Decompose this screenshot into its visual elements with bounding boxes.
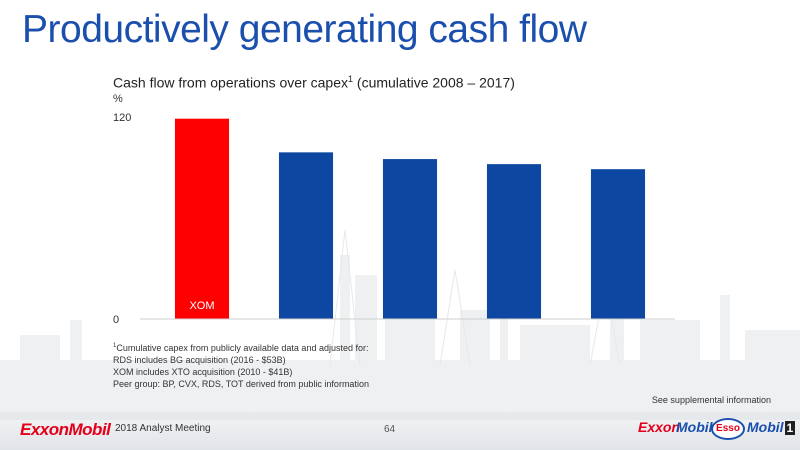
chart-title-text: Cash flow from operations over capex [113,74,348,91]
y-axis-unit: % [113,93,123,105]
footnote-line-4: Peer group: BP, CVX, RDS, TOT derived fr… [113,379,369,389]
exxon-brand-logo: Exxon [638,419,681,435]
chart-title-footnote-mark: 1 [348,74,354,84]
footnote-line-1: 1Cumulative capex from publicly availabl… [113,340,369,354]
y-tick-label-120: 120 [113,112,131,124]
bar-4 [486,164,542,319]
footnote-line-2: RDS includes BG acquisition (2016 - $53B… [113,355,286,365]
footer-bar [0,412,800,450]
page-number: 64 [384,424,396,435]
slide-title: Productively generating cash flow [22,8,587,51]
bar-1 [174,118,230,319]
chart-title-period: (cumulative 2008 – 2017) [353,74,515,91]
mobil1-brand-logo: Mobil 1 [747,419,796,435]
bar-5 [590,169,646,319]
esso-brand-logo: Esso [711,418,745,440]
exxonmobil-logo: ExxonMobil [20,420,111,439]
supplemental-note: See supplemental information [651,395,771,405]
chart-title: Cash flow from operations over capex1 (c… [113,74,515,91]
mobil1-brand-number: 1 [784,421,796,435]
mobil-brand-logo: Mobil [676,419,713,435]
footnote-line-1-text: Cumulative capex from publicly available… [116,343,369,353]
meeting-name: 2018 Analyst Meeting [115,423,211,434]
footnote-mark: 1 [113,343,117,349]
mobil1-brand-text: Mobil [747,419,784,435]
bar-2 [278,152,334,319]
footnote: 1Cumulative capex from publicly availabl… [113,340,369,390]
y-tick-label-0: 0 [113,314,119,326]
footnote-line-3: XOM includes XTO acquisition (2010 - $41… [113,367,293,377]
bar-3 [382,159,438,319]
bar-label-1: XOM [189,300,214,312]
